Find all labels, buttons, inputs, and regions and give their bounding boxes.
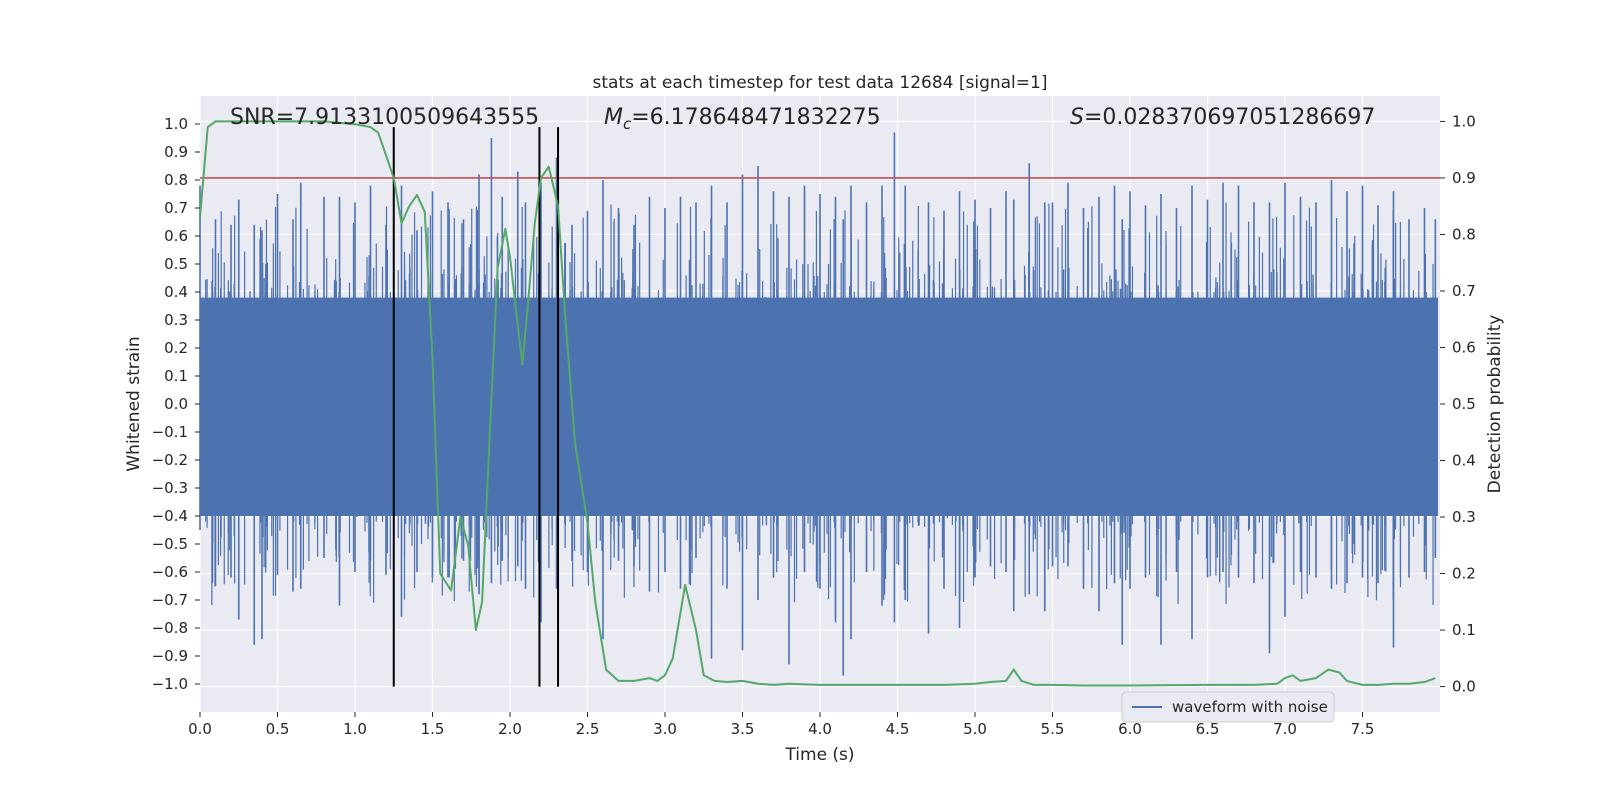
chirp-mass-symbol: M [604, 105, 623, 130]
y2-ticks: 0.0 0.1 0.2 0.3 0.4 0.5 0.6 0.7 0.8 0.9 1.0 [1440, 112, 1476, 696]
x-tick-label-12: 6.0 [1118, 720, 1142, 738]
y-tick-label-3: 0.7 [164, 199, 188, 217]
x-axis-label: Time (s) [784, 745, 854, 765]
y2-tick-label-10: 1.0 [1452, 112, 1476, 130]
y-tick-label-0: 1.0 [164, 115, 188, 133]
y-tick-label-11: −0.1 [152, 423, 188, 441]
probability-line [199, 120, 1436, 687]
y2-tick-label-3: 0.3 [1452, 508, 1476, 526]
x-tick-label-1: 0.5 [266, 720, 290, 738]
y-tick-label-4: 0.6 [164, 227, 188, 245]
y-tick-label-8: 0.2 [164, 339, 188, 357]
y-tick-label-7: 0.3 [164, 311, 188, 329]
chart-title: stats at each timestep for test data 126… [593, 73, 1048, 93]
x-tick-label-6: 3.0 [653, 720, 677, 738]
y2-tick-label-5: 0.5 [1452, 395, 1476, 413]
y-tick-label-5: 0.5 [164, 255, 188, 273]
legend-box [1121, 691, 1335, 723]
y2-tick-label-4: 0.4 [1452, 452, 1476, 470]
x-tick-label-4: 2.0 [498, 720, 522, 738]
y-tick-label-14: −0.4 [152, 507, 188, 525]
y-tick-label-6: 0.4 [164, 283, 188, 301]
y-tick-label-9: 0.1 [164, 367, 188, 385]
x-tick-label-0: 0.0 [188, 720, 212, 738]
y2-axis-label: Detection probability [1485, 315, 1505, 494]
legend-entry-waveform: waveform with noise [1172, 698, 1328, 716]
y-tick-label-1: 0.9 [164, 143, 188, 161]
x-tick-label-14: 7.0 [1273, 720, 1297, 738]
y-tick-label-12: −0.2 [152, 451, 188, 469]
y2-tick-label-9: 0.9 [1452, 169, 1476, 187]
x-tick-label-7: 3.5 [731, 720, 755, 738]
y-tick-label-18: −0.8 [152, 619, 188, 637]
y-ticks: 1.0 0.9 0.8 0.7 0.6 0.5 0.4 0.3 0.2 0.1 0.0 −0.1 −0.… [152, 115, 200, 693]
x-tick-label-10: 5.0 [963, 720, 987, 738]
x-tick-label-15: 7.5 [1351, 720, 1375, 738]
y2-tick-label-0: 0.0 [1452, 678, 1476, 696]
y-tick-label-13: −0.3 [152, 479, 188, 497]
snr-annotation: SNR=7.913310050964355​5 [230, 105, 539, 130]
x-ticks: 0.0 0.5 1.0 1.5 2.0 2.5 3.0 3.5 4.0 4.5 5.0 5.5 6.0 6… [188, 712, 1374, 738]
y2-tick-label-2: 0.2 [1452, 565, 1476, 583]
y2-tick-label-1: 0.1 [1452, 621, 1476, 639]
waveform-series [199, 132, 1438, 676]
s-annotation: S=0.028370697051286697 [1070, 105, 1375, 130]
y-tick-label-16: −0.6 [152, 563, 188, 581]
y-tick-label-17: −0.7 [152, 591, 188, 609]
x-tick-label-9: 4.5 [886, 720, 910, 738]
chirp-mass-annotation: Mc=6.178648471832275 [604, 105, 881, 133]
x-tick-label-13: 6.5 [1196, 720, 1220, 738]
x-tick-label-8: 4.0 [808, 720, 832, 738]
x-tick-label-5: 2.5 [576, 720, 600, 738]
x-tick-label-3: 1.5 [421, 720, 445, 738]
chirp-mass-subscript: c [623, 115, 632, 133]
y2-tick-label-6: 0.6 [1452, 338, 1476, 356]
y-tick-label-2: 0.8 [164, 171, 188, 189]
y-tick-label-10: 0.0 [164, 395, 188, 413]
y-tick-label-15: −0.5 [152, 535, 188, 553]
detection-probability-series [199, 120, 1436, 687]
x-tick-label-11: 5.5 [1041, 720, 1065, 738]
s-symbol: S [1070, 105, 1084, 130]
s-value: =0.028370697051286697 [1084, 105, 1375, 130]
y-tick-label-19: −0.9 [152, 647, 188, 665]
y-tick-label-20: −1.0 [152, 675, 188, 693]
y2-tick-label-8: 0.8 [1452, 225, 1476, 243]
y-axis-label: Whitened strain [124, 336, 144, 471]
y2-tick-label-7: 0.7 [1452, 282, 1476, 300]
legend: waveform with noise [1121, 691, 1335, 723]
x-tick-label-2: 1.0 [343, 720, 367, 738]
chirp-mass-value: =6.178648471832275 [631, 105, 880, 130]
